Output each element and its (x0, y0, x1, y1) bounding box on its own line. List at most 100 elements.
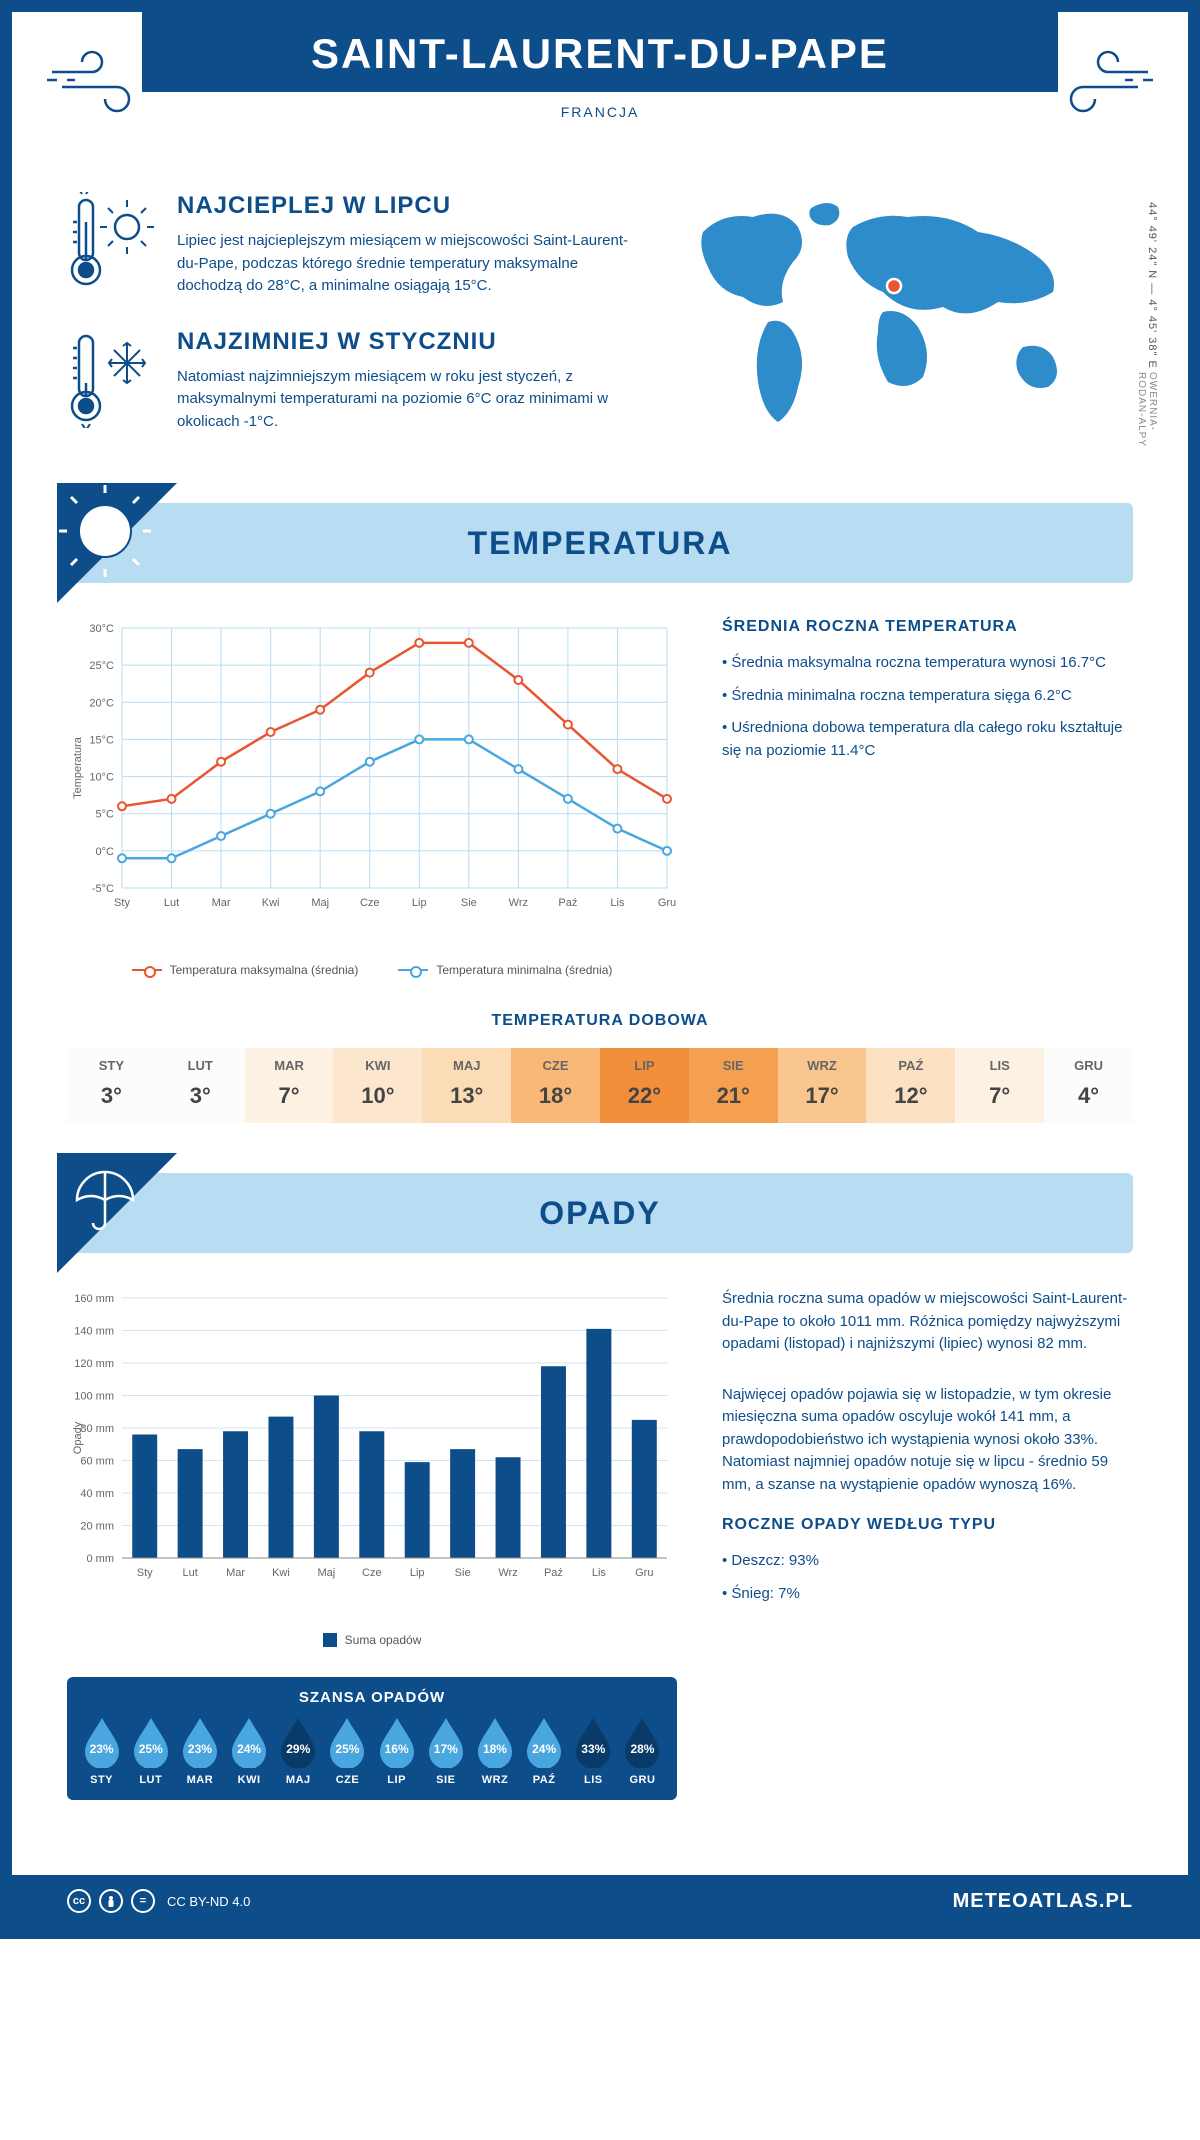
chance-percent: 23% (179, 1742, 221, 1756)
svg-text:15°C: 15°C (89, 734, 114, 746)
svg-text:160 mm: 160 mm (74, 1293, 114, 1305)
svg-text:Gru: Gru (635, 1567, 653, 1579)
raindrop-icon: 28% (621, 1716, 663, 1768)
license-text: CC BY-ND 4.0 (167, 1894, 250, 1909)
chance-title: SZANSA OPADÓW (77, 1689, 667, 1706)
svg-text:Paź: Paź (558, 897, 577, 909)
sun-icon (57, 483, 177, 603)
svg-text:-5°C: -5°C (92, 883, 114, 895)
chance-month: PAŹ (520, 1774, 569, 1786)
svg-text:Temperatura: Temperatura (72, 736, 84, 799)
legend-sum-label: Suma opadów (345, 1633, 422, 1647)
daily-month: MAR (245, 1058, 334, 1073)
daily-temp-cell: LIP22° (600, 1048, 689, 1123)
raindrop-icon: 25% (326, 1716, 368, 1768)
prec-text-2: Najwięcej opadów pojawia się w listopadz… (722, 1384, 1133, 1497)
svg-text:30°C: 30°C (89, 623, 114, 635)
svg-text:80 mm: 80 mm (80, 1423, 114, 1435)
svg-text:Kwi: Kwi (262, 897, 280, 909)
temperature-chart: -5°C0°C5°C10°C15°C20°C25°C30°CStyLutMarK… (67, 618, 677, 977)
daily-temp-cell: PAŹ12° (866, 1048, 955, 1123)
svg-text:Mar: Mar (212, 897, 231, 909)
svg-text:0 mm: 0 mm (87, 1553, 115, 1565)
page: SAINT-LAURENT-DU-PAPE FRANCJA NAJCIEPLEJ… (0, 0, 1200, 1939)
svg-text:Lis: Lis (592, 1567, 607, 1579)
title-banner: SAINT-LAURENT-DU-PAPE (142, 12, 1058, 92)
annual-temp-title: ŚREDNIA ROCZNA TEMPERATURA (722, 618, 1133, 636)
intro-facts: NAJCIEPLEJ W LIPCU Lipiec jest najcieple… (67, 192, 633, 463)
daily-value: 3° (67, 1083, 156, 1109)
daily-value: 10° (333, 1083, 422, 1109)
chance-item: 33% LIS (569, 1716, 618, 1786)
raindrop-icon: 29% (277, 1716, 319, 1768)
prec-text-1: Średnia roczna suma opadów w miejscowośc… (722, 1288, 1133, 1356)
map-marker-icon (885, 277, 903, 295)
yearly-type: ROCZNE OPADY WEDŁUG TYPU Deszcz: 93% Śnie… (722, 1516, 1133, 1605)
yearly-type-item: Śnieg: 7% (722, 1583, 1133, 1606)
fact-hot-body: NAJCIEPLEJ W LIPCU Lipiec jest najcieple… (177, 192, 633, 298)
chance-month: WRZ (470, 1774, 519, 1786)
daily-month: STY (67, 1058, 156, 1073)
daily-value: 18° (511, 1083, 600, 1109)
svg-text:5°C: 5°C (96, 809, 115, 821)
svg-text:Sie: Sie (455, 1567, 471, 1579)
legend-bar-icon (323, 1633, 337, 1647)
chance-month: MAJ (274, 1774, 323, 1786)
daily-temp-cell: MAJ13° (422, 1048, 511, 1123)
header: SAINT-LAURENT-DU-PAPE FRANCJA (12, 12, 1188, 192)
daily-month: PAŹ (866, 1058, 955, 1073)
daily-month: LUT (156, 1058, 245, 1073)
chance-item: 24% PAŹ (520, 1716, 569, 1786)
chance-row: 23% STY 25% LUT 23% MAR 24% KWI 29% MAJ … (77, 1716, 667, 1786)
temp-chart-legend: .legend-item:nth-child(1) .legend-line::… (67, 963, 677, 977)
precipitation-section-header: OPADY (67, 1173, 1133, 1253)
chance-month: SIE (421, 1774, 470, 1786)
raindrop-icon: 16% (376, 1716, 418, 1768)
svg-text:Cze: Cze (360, 897, 380, 909)
temperature-section-header: TEMPERATURA (67, 503, 1133, 583)
raindrop-icon: 17% (425, 1716, 467, 1768)
daily-temp-cell: LIS7° (955, 1048, 1044, 1123)
svg-text:Wrz: Wrz (498, 1567, 517, 1579)
legend-sum: Suma opadów (323, 1633, 422, 1647)
svg-text:Lut: Lut (182, 1567, 197, 1579)
precipitation-chart-col: 0 mm20 mm40 mm60 mm80 mm100 mm120 mm140 … (67, 1288, 677, 1800)
yearly-type-title: ROCZNE OPADY WEDŁUG TYPU (722, 1516, 1133, 1534)
thermometer-hot-icon (67, 192, 157, 298)
chance-item: 25% CZE (323, 1716, 372, 1786)
precipitation-text: Średnia roczna suma opadów w miejscowośc… (722, 1288, 1133, 1800)
chance-item: 23% MAR (175, 1716, 224, 1786)
fact-cold-body: NAJZIMNIEJ W STYCZNIU Natomiast najzimni… (177, 328, 633, 434)
svg-text:100 mm: 100 mm (74, 1391, 114, 1403)
chance-month: LUT (126, 1774, 175, 1786)
svg-text:Mar: Mar (226, 1567, 245, 1579)
chance-item: 16% LIP (372, 1716, 421, 1786)
chance-percent: 24% (523, 1742, 565, 1756)
precipitation-chart: 0 mm20 mm40 mm60 mm80 mm100 mm120 mm140 … (67, 1288, 677, 1618)
world-map (673, 192, 1113, 432)
annual-temp-bullet: Uśredniona dobowa temperatura dla całego… (722, 717, 1133, 762)
svg-text:Maj: Maj (311, 897, 329, 909)
temperature-text: ŚREDNIA ROCZNA TEMPERATURA Średnia maksy… (722, 618, 1133, 977)
yearly-type-item: Deszcz: 93% (722, 1550, 1133, 1573)
daily-value: 22° (600, 1083, 689, 1109)
daily-value: 21° (689, 1083, 778, 1109)
chance-month: LIP (372, 1774, 421, 1786)
chance-percent: 25% (130, 1742, 172, 1756)
chance-item: 23% STY (77, 1716, 126, 1786)
chance-month: MAR (175, 1774, 224, 1786)
by-icon (99, 1889, 123, 1913)
daily-temp-cell: STY 3° (67, 1048, 156, 1123)
wind-icon-right (1058, 42, 1153, 122)
svg-text:Lip: Lip (412, 897, 427, 909)
fact-cold: NAJZIMNIEJ W STYCZNIU Natomiast najzimni… (67, 328, 633, 434)
page-title: SAINT-LAURENT-DU-PAPE (142, 30, 1058, 78)
daily-temp-title: TEMPERATURA DOBOWA (67, 1012, 1133, 1030)
nd-icon: = (131, 1889, 155, 1913)
raindrop-icon: 25% (130, 1716, 172, 1768)
daily-temp-cell: SIE21° (689, 1048, 778, 1123)
svg-text:Opady: Opady (72, 1421, 84, 1454)
svg-text:Lut: Lut (164, 897, 179, 909)
daily-value: 7° (245, 1083, 334, 1109)
svg-text:Sty: Sty (137, 1567, 153, 1579)
